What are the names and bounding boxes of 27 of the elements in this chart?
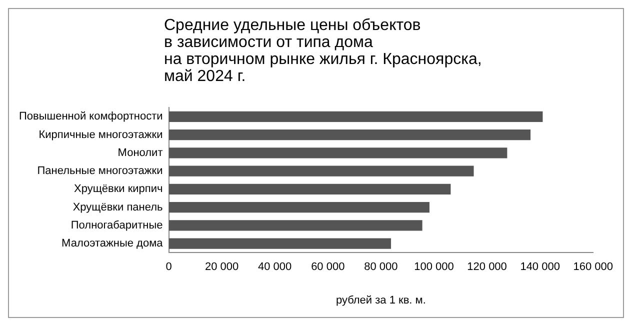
bar bbox=[168, 184, 451, 194]
x-tick-label: 0 bbox=[166, 261, 172, 274]
x-tick-label: 120 000 bbox=[467, 261, 507, 274]
x-tick-label: 140 000 bbox=[520, 261, 560, 274]
y-tick-label: Малоэтажные дома bbox=[62, 238, 164, 250]
x-tick-label: 160 000 bbox=[573, 261, 613, 274]
bar bbox=[168, 238, 392, 249]
bar bbox=[168, 129, 531, 140]
x-tick-label: 40 000 bbox=[258, 261, 292, 274]
x-axis-title: рублей за 1 кв. м. bbox=[336, 294, 426, 306]
y-tick-label: Полногабаритные bbox=[70, 219, 163, 232]
y-tick-label: Хрущёвки панель bbox=[72, 201, 164, 214]
bar bbox=[168, 202, 430, 213]
bar bbox=[168, 148, 508, 158]
chart-title: Средние удельные цены объектов в зависимости от типа дома на вторичном рынке жилья г. Красноярска, май 2024 г. bbox=[164, 17, 482, 85]
y-tick-label: Повышенной комфортности bbox=[18, 110, 163, 123]
y-tick-label: Монолит bbox=[118, 146, 163, 159]
bar bbox=[168, 111, 543, 122]
y-tick-label: Панельные многоэтажки bbox=[37, 165, 163, 178]
y-tick-label: Кирпичные многоэтажки bbox=[38, 128, 163, 141]
bar bbox=[168, 166, 474, 176]
x-tick-label: 100 000 bbox=[414, 261, 454, 274]
x-tick-label: 20 000 bbox=[204, 261, 239, 274]
bar bbox=[168, 220, 422, 231]
x-tick-label: 80 000 bbox=[364, 261, 398, 274]
x-tick-label: 60 000 bbox=[311, 261, 345, 274]
y-tick-label: Хрущёвки кирпич bbox=[74, 183, 163, 196]
